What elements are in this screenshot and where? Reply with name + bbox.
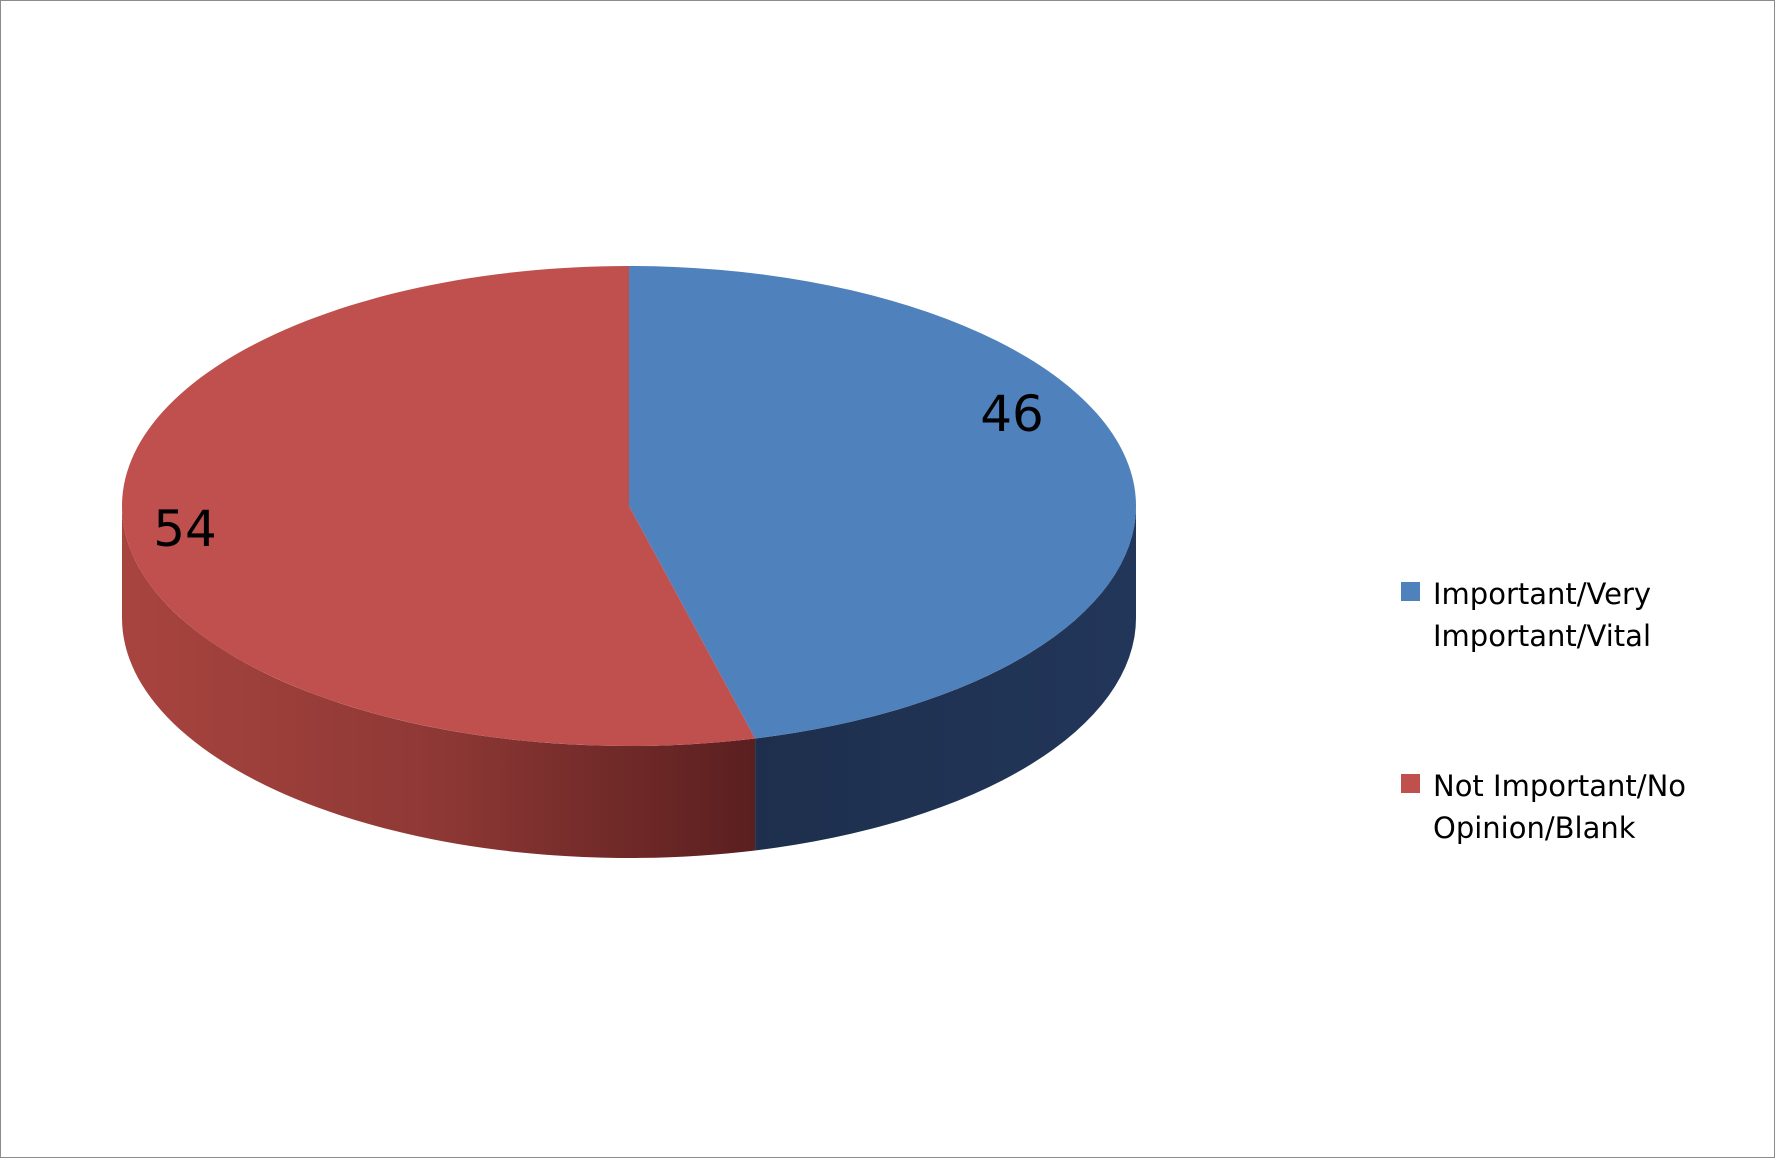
legend-label-important: Important/Very Important/Vital xyxy=(1433,577,1652,653)
pie-side-0 xyxy=(755,506,1136,851)
legend: Important/Very Important/Vital Not Impor… xyxy=(1401,573,1741,849)
data-label-0: 46 xyxy=(980,385,1044,443)
legend-swatch-important xyxy=(1401,582,1420,601)
pie-slice-1 xyxy=(122,266,756,746)
legend-swatch-not-important xyxy=(1401,774,1420,793)
legend-item-important: Important/Very Important/Vital xyxy=(1401,573,1741,657)
legend-label-not-important: Not Important/No Opinion/Blank xyxy=(1433,769,1686,845)
data-label-1: 54 xyxy=(153,500,217,558)
pie-slice-0 xyxy=(629,266,1137,739)
legend-item-not-important: Not Important/No Opinion/Blank xyxy=(1401,765,1741,849)
pie-side-1 xyxy=(122,506,756,859)
